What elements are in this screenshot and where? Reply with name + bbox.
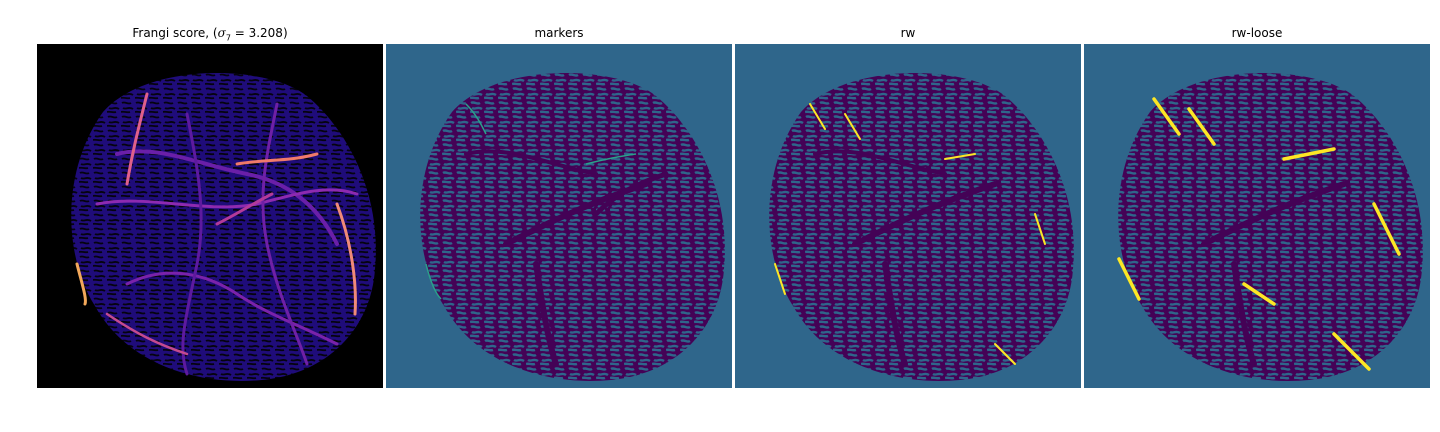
marker-strokes	[425, 103, 637, 300]
panel-title-rw: rw	[900, 26, 916, 40]
frangi-score-image	[37, 44, 383, 388]
panel-title-rw-loose: rw-loose	[1231, 26, 1283, 40]
panel-title-markers: markers	[534, 26, 584, 40]
rw-image	[735, 44, 1081, 388]
panel-title-frangi: Frangi score, (σ7 = 3.208)	[132, 26, 288, 43]
rw-loose-image	[1084, 44, 1430, 388]
markers-image	[386, 44, 732, 388]
vessel-lines	[813, 149, 998, 367]
vessel-lines	[75, 92, 359, 376]
vessel-lines	[464, 149, 669, 367]
segmented-vessels	[774, 103, 1046, 365]
vessel-lines	[1201, 181, 1347, 367]
tissue-region	[1118, 73, 1423, 381]
segmented-vessels	[1117, 97, 1401, 371]
